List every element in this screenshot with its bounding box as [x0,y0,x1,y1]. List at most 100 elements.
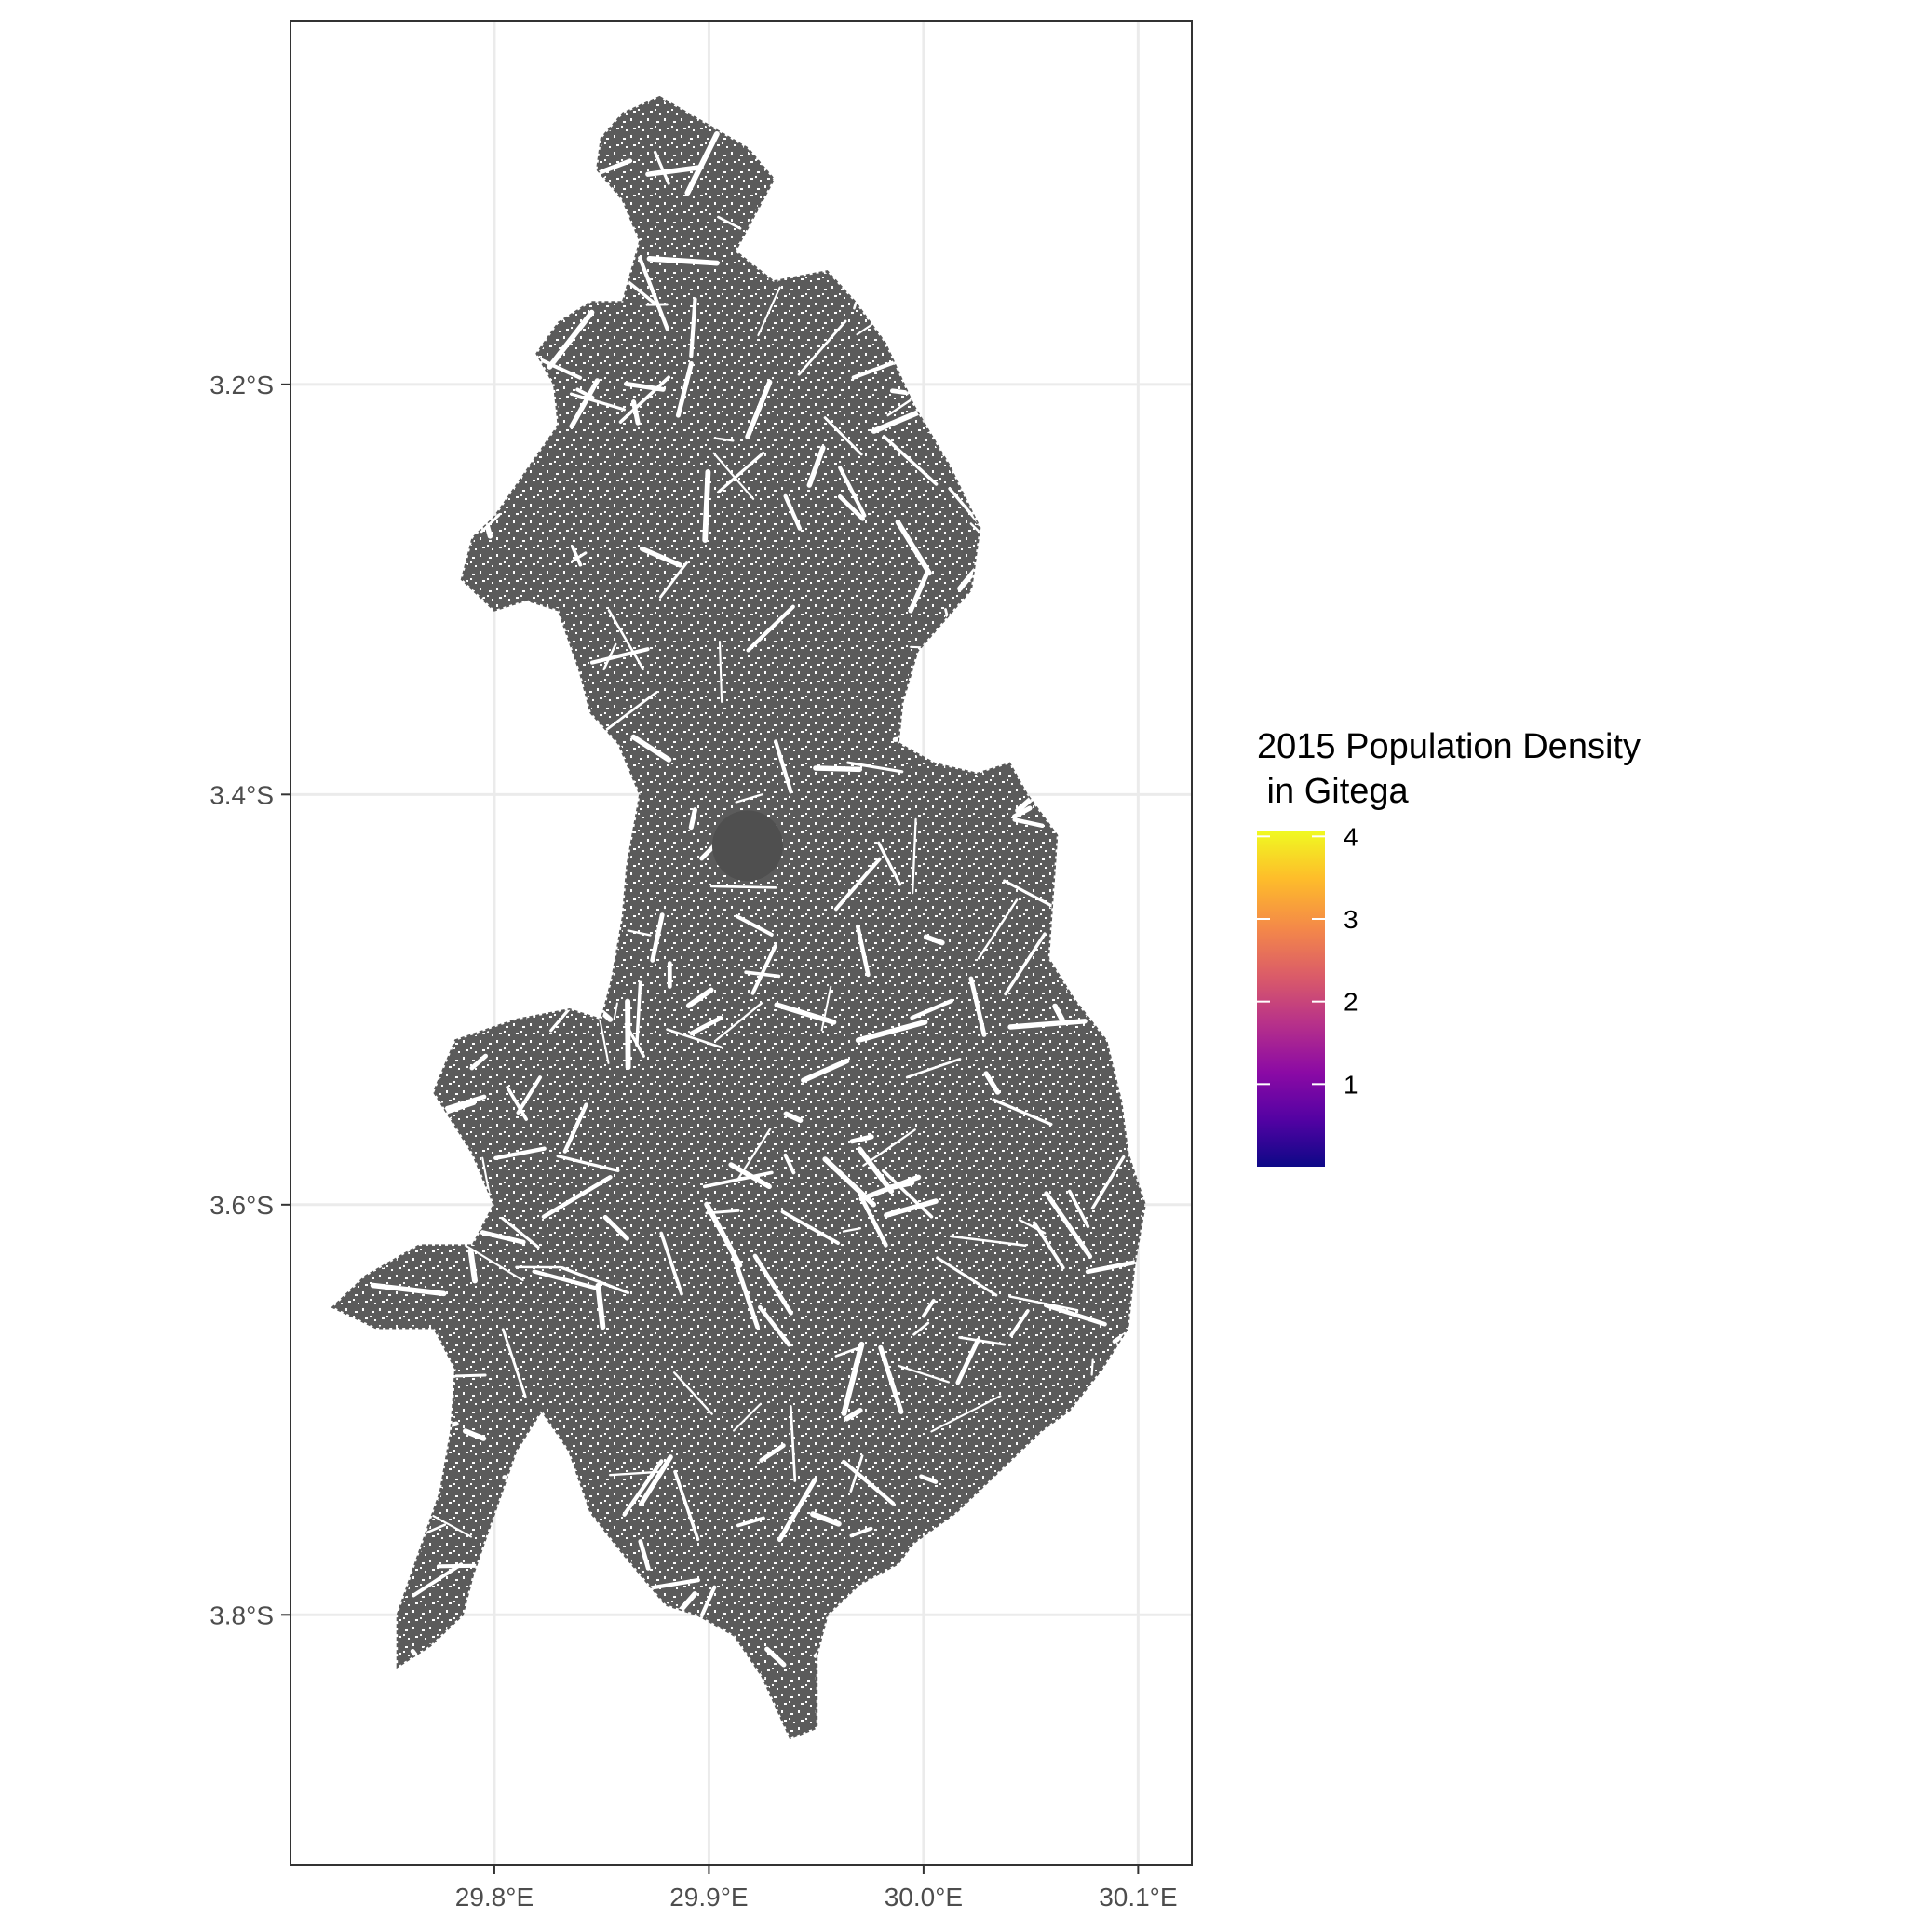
region-gap [659,1231,683,1296]
region-gap [1009,1309,1030,1337]
region-gap [783,1111,804,1123]
legend-colorbar [1257,831,1325,1167]
region-gap [921,1298,936,1318]
region-gap [780,1209,840,1245]
legend: 2015 Population Density in Gitega 1 2 3 4 [1257,727,1641,1167]
legend-tick-label-3: 4 [1344,822,1358,851]
region-gap [1043,1303,1107,1327]
region-gap [983,1071,1001,1095]
region-gap [653,150,670,185]
region-gap [638,1454,673,1507]
region-gap [607,609,645,670]
region-gap [501,1216,540,1250]
region-gap [713,437,735,442]
region-gap [571,551,588,562]
region-gap [977,898,1019,960]
region-gap [833,857,882,912]
region-gap [877,841,902,886]
region-gap [506,1086,529,1121]
region-gap [532,1269,598,1290]
region-gap [834,1346,861,1358]
region-gap [736,1516,765,1528]
region-gap [750,943,777,995]
region-gap [757,1304,791,1347]
region-gap [992,1098,1053,1127]
region-gap [467,1248,478,1284]
region-gap [630,734,672,763]
region-gap [645,164,704,177]
region-gap [801,1058,850,1084]
region-gap [630,399,641,426]
region-gap [675,361,694,418]
region-gap [556,1155,620,1173]
region-gap [857,1146,895,1195]
region-gap [622,1459,664,1517]
region-gap [561,1265,630,1295]
region-gap [733,1402,762,1432]
region-gap [501,1328,527,1398]
region-gap [930,1395,1002,1433]
region-gap [735,914,774,937]
region-gap [855,1019,928,1044]
region-gap [882,435,939,486]
region-gap [1012,817,1045,829]
region-gap [1044,1191,1093,1259]
region-gap [480,1230,526,1245]
legend-title-line1: 2015 Population Density [1257,727,1641,766]
region-gap [841,1341,865,1416]
region-gap [571,545,583,567]
region-gap [797,319,847,376]
region-gap [871,408,924,434]
region-gap [593,158,633,177]
y-tick-label-1: 3.4°S [209,780,274,809]
region-gap [672,1371,713,1415]
region-gap [689,297,697,358]
region-gap [469,1053,488,1071]
region-gap [569,392,627,412]
region-gap [688,807,697,831]
y-axis: 3.2°S 3.4°S 3.6°S 3.8°S [209,371,290,1629]
region-gap [968,976,987,1037]
region-gap [862,1128,916,1167]
region-gap [596,691,658,738]
region-gap [949,1235,1027,1247]
region-gap [789,1404,797,1482]
region-gap [718,640,723,703]
region-gap [908,570,930,614]
region-gap [849,1134,874,1144]
region-gap [624,1022,645,1058]
region-gap [936,1256,998,1297]
region-gap [757,286,781,337]
region-gap [822,1156,877,1208]
region-gap [813,765,863,773]
region-gap [759,1443,786,1463]
y-tick-label-2: 3.6°S [209,1191,274,1220]
region-gap [595,1282,606,1331]
region-gap [717,215,742,230]
region-gap [627,929,652,937]
region-gap [673,1469,700,1542]
region-gap [774,1002,837,1025]
region-gap [911,817,917,895]
region-gap [1011,805,1033,819]
region-gap [666,1028,723,1049]
region-gap [493,1146,547,1161]
region-gap [516,1075,542,1115]
region-gap [820,985,832,1032]
region-gap [878,1344,904,1414]
region-gap [549,1007,571,1033]
region-gap [702,468,711,543]
legend-ticks: 1 2 3 4 [1257,822,1358,1099]
region-gap [823,416,863,456]
region-gap [480,513,501,534]
region-gap [436,1563,477,1569]
region-gap [923,934,945,946]
region-gap [1004,932,1047,996]
urban-core [711,810,783,882]
x-tick-label-3: 30.1°E [1099,1883,1177,1912]
region-gap [744,970,781,979]
region-gap [764,1646,787,1668]
region-gap [712,452,755,500]
y-tick-label-3: 3.8°S [209,1601,274,1629]
region-gap [837,494,866,521]
